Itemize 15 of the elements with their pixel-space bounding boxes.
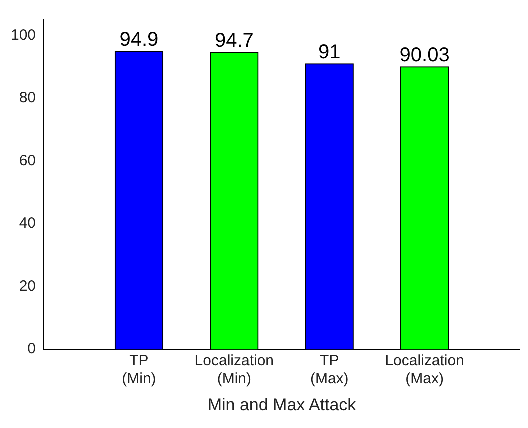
x-axis-title: Min and Max Attack: [208, 395, 357, 414]
data-label: 91: [318, 41, 341, 64]
x-tick-label: Localization (Min): [194, 352, 274, 388]
y-tick-label: 0: [28, 340, 36, 358]
y-tick-label: 80: [19, 90, 36, 107]
data-label: 94.9: [120, 29, 159, 52]
y-tick-label: 40: [19, 215, 36, 232]
data-label: 90.03: [400, 44, 450, 67]
x-tick-label: Localization (Max): [385, 352, 464, 388]
y-tick-label: 100: [10, 26, 36, 44]
x-tick-label: TP (Max): [310, 352, 349, 388]
y-tick-label: 20: [19, 278, 36, 295]
data-label: 94.7: [214, 30, 254, 52]
y-tick-label: 60: [19, 152, 36, 170]
x-tick-label: TP (Min): [122, 352, 156, 388]
